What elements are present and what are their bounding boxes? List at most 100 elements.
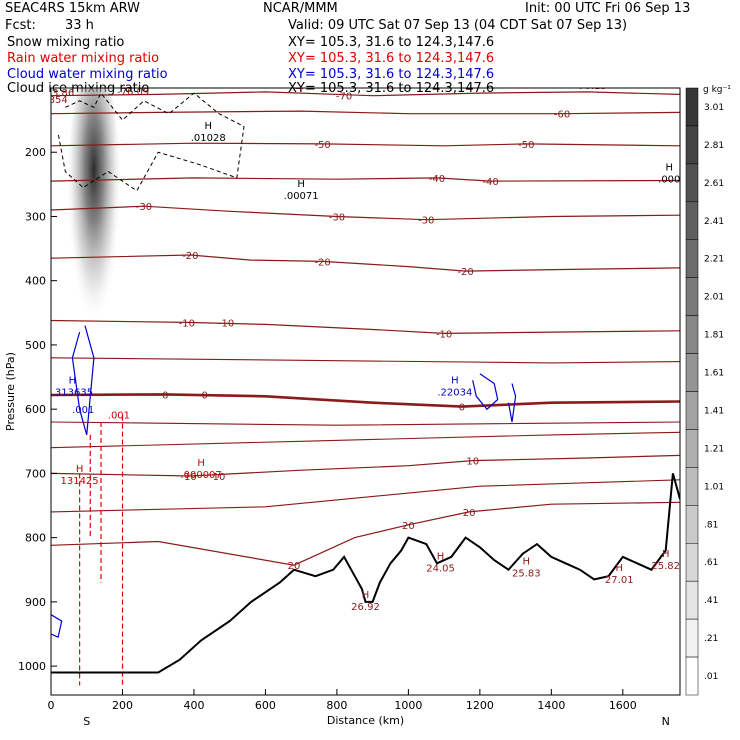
colorbar-segment — [685, 277, 699, 316]
contour-label: -30 — [329, 212, 345, 223]
high-marker: H — [69, 375, 77, 386]
colorbar-segment — [685, 125, 699, 165]
temp-contour-extra — [51, 357, 680, 364]
x-tick-label: 1200 — [466, 699, 494, 712]
high-value: 131425 — [60, 476, 98, 487]
high-marker: H — [523, 556, 531, 567]
contour-label: -20 — [182, 251, 198, 262]
south-label: S — [83, 715, 90, 728]
y-tick-label: 1000 — [18, 660, 46, 673]
field-name-cloudwater: Cloud water mixing ratio — [7, 67, 168, 82]
contour-edge-label: 854 — [49, 95, 68, 106]
mixing-label: .001 — [108, 410, 130, 421]
contour-label: 0 — [162, 390, 168, 401]
high-marker: H — [451, 375, 459, 386]
high-value: .22034 — [437, 387, 472, 398]
high-value: 24.05 — [426, 563, 455, 574]
plot-frame — [50, 87, 681, 696]
x-tick-label: 1000 — [394, 699, 422, 712]
x-tick-label: 200 — [112, 699, 133, 712]
high-marker: H — [197, 458, 205, 469]
colorbar-label: 1.41 — [704, 406, 724, 416]
colorbar-label: 1.61 — [704, 369, 724, 379]
x-tick-label: 400 — [183, 699, 204, 712]
field-xy-cloudwater: XY= 105.3, 31.6 to 124.3,147.6 — [288, 67, 495, 82]
x-tick-label: 1600 — [609, 699, 637, 712]
high-value: 26.92 — [351, 602, 380, 613]
colorbar-segment — [685, 656, 699, 696]
snow-shading — [65, 88, 122, 372]
contour-label: 10 — [466, 457, 479, 468]
y-tick-label: 600 — [25, 403, 46, 416]
high-value: 25.82 — [651, 561, 680, 572]
y-axis-label: Pressure (hPa) — [4, 352, 17, 431]
fcst-value: 33 h — [65, 18, 94, 33]
fcst-label: Fcst: — [5, 18, 36, 33]
contour-label: 20 — [288, 561, 301, 572]
contour-edge-label: -73.86 — [42, 88, 74, 99]
temp-contour-0 — [51, 393, 680, 408]
model-title: SEAC4RS 15km ARW — [5, 1, 141, 16]
temp-contour-20 — [51, 501, 680, 566]
colorbar-segment — [685, 543, 699, 582]
x-tick-label: 1400 — [537, 699, 565, 712]
contour-label: -40 — [482, 177, 498, 188]
high-marker: H — [666, 163, 674, 174]
contour-label: -40 — [429, 174, 445, 185]
colorbar-label: 3.01 — [704, 103, 724, 113]
colorbar-label: 2.21 — [704, 255, 724, 265]
colorbar-segment — [685, 505, 699, 544]
temp-contour-m20 — [51, 254, 680, 272]
y-tick-label: 800 — [25, 532, 46, 545]
colorbar-label: 2.01 — [704, 293, 724, 303]
high-marker: H — [362, 590, 370, 601]
contour-label: -60 — [554, 110, 570, 121]
cloud-water-contour — [51, 614, 63, 639]
colorbar-label: 2.61 — [704, 179, 724, 189]
contour-edge-label: -72.6 — [285, 81, 311, 92]
y-tick-label: 300 — [25, 210, 46, 223]
high-value: .00071 — [284, 191, 319, 202]
colorbar-label: .81 — [704, 520, 718, 530]
contour-edge-label: -70.13 — [575, 81, 607, 92]
colorbar-segment — [685, 87, 699, 127]
terrain-line — [51, 473, 680, 674]
colorbar-segment — [685, 163, 699, 203]
contour-label: 0 — [201, 390, 207, 401]
contour-edge-label: -76.09 — [117, 87, 149, 98]
colorbar-label: 1.21 — [704, 444, 724, 454]
contour-label: -10 — [436, 329, 452, 340]
high-value: 25.83 — [512, 568, 541, 579]
colorbar-unit: g kg⁻¹ — [703, 85, 731, 95]
field-xy-snow: XY= 105.3, 31.6 to 124.3,147.6 — [288, 35, 495, 50]
cloud-water-contour — [507, 383, 517, 423]
temp-contour-extra — [51, 431, 680, 449]
colorbar-segment — [685, 315, 699, 354]
org-title: NCAR/MMM — [263, 1, 338, 16]
colorbar-label: .41 — [704, 596, 718, 606]
colorbar-label: 2.41 — [704, 217, 724, 227]
high-marker: H — [615, 563, 623, 574]
contour-label: 20 — [402, 521, 415, 532]
high-value: .000 — [658, 175, 680, 186]
colorbar-label: 1.01 — [704, 482, 724, 492]
colorbar-segment — [685, 353, 699, 392]
north-label: N — [662, 715, 670, 728]
temp-contour-m30 — [51, 205, 680, 221]
colorbar-segment — [685, 201, 699, 240]
cloud-water-contour — [71, 325, 95, 436]
high-value: .01028 — [191, 133, 226, 144]
colorbar-segment — [685, 239, 699, 278]
y-tick-label: 500 — [25, 339, 46, 352]
field-name-rain: Rain water mixing ratio — [7, 51, 160, 66]
y-tick-label: 900 — [25, 596, 46, 609]
contour-label: -50 — [518, 140, 534, 151]
temp-contour-10 — [51, 454, 680, 477]
colorbar-segment — [685, 618, 699, 658]
contour-label: -30 — [136, 202, 152, 213]
temp-contour-m70 — [51, 91, 680, 97]
temp-contour-m60 — [51, 110, 680, 115]
colorbar-segment — [685, 580, 699, 620]
high-marker: H — [204, 121, 212, 132]
contour-label: 10 — [184, 472, 197, 483]
